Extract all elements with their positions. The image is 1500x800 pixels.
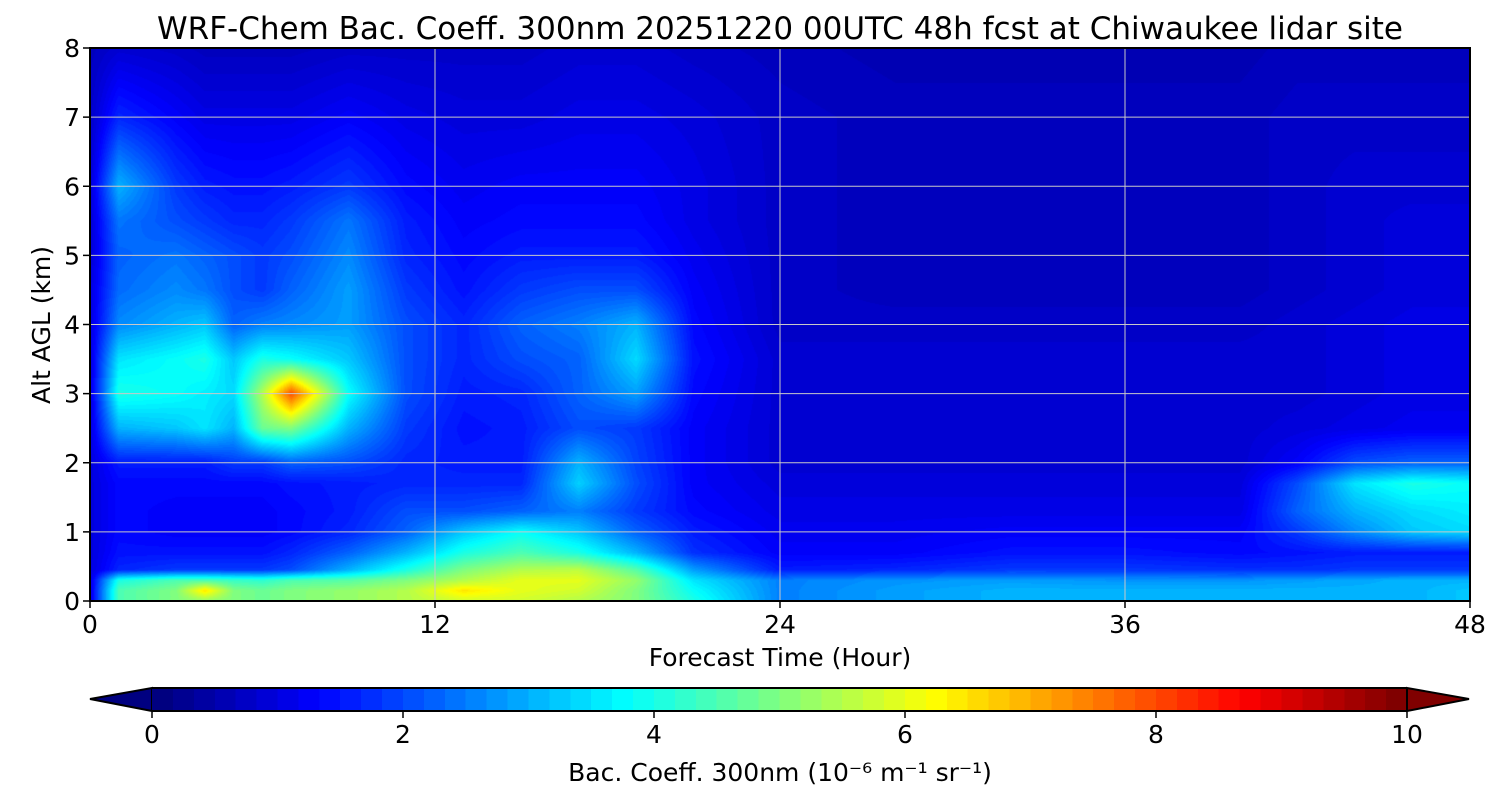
- y-tick-label: 5: [64, 241, 80, 270]
- x-tick-label: 36: [1109, 610, 1141, 639]
- colorbar-tick-label: 10: [1391, 720, 1423, 749]
- colorbar-extend-max: [1406, 686, 1470, 713]
- colorbar-label: Bac. Coeff. 300nm (10⁻⁶ m⁻¹ sr⁻¹): [568, 758, 992, 787]
- x-axis-label: Forecast Time (Hour): [649, 643, 912, 672]
- y-tick-label: 0: [64, 587, 80, 616]
- grid-lines: [90, 48, 1470, 601]
- y-tick-label: 8: [64, 34, 80, 63]
- colorbar-tick-label: 8: [1148, 720, 1164, 749]
- chart-title: WRF-Chem Bac. Coeff. 300nm 20251220 00UT…: [157, 11, 1403, 47]
- colorbar-tick-label: 4: [646, 720, 662, 749]
- x-tick-label: 24: [764, 610, 796, 639]
- colorbar-ticks: 0 2 4 6 8 10: [144, 711, 1423, 749]
- y-axis: 0 1 2 3 4 5 6 7 8: [64, 34, 90, 616]
- x-axis: 0 12 24 36 48: [82, 601, 1486, 639]
- colorbar-tick-label: 6: [897, 720, 913, 749]
- y-axis-label: Alt AGL (km): [27, 246, 56, 404]
- y-tick-label: 3: [64, 380, 80, 409]
- y-tick-label: 4: [64, 311, 80, 340]
- colorbar-frame: [152, 687, 1407, 712]
- x-tick-label: 12: [419, 610, 451, 639]
- x-tick-label: 0: [82, 610, 98, 639]
- y-tick-label: 7: [64, 103, 80, 132]
- colorbar-gradient: [152, 688, 1407, 711]
- y-tick-label: 2: [64, 449, 80, 478]
- y-tick-label: 1: [64, 518, 80, 547]
- colorbar-tick-label: 2: [395, 720, 411, 749]
- colorbar-extend-min: [89, 686, 153, 713]
- x-tick-label: 48: [1454, 610, 1486, 639]
- y-tick-label: 6: [64, 172, 80, 201]
- plot-area: [89, 47, 1471, 602]
- colorbar-tick-label: 0: [144, 720, 160, 749]
- colorbar: 0 2 4 6 8 10 Bac. Coeff. 300nm (10⁻⁶ m⁻¹ sr⁻¹…: [89, 686, 1470, 787]
